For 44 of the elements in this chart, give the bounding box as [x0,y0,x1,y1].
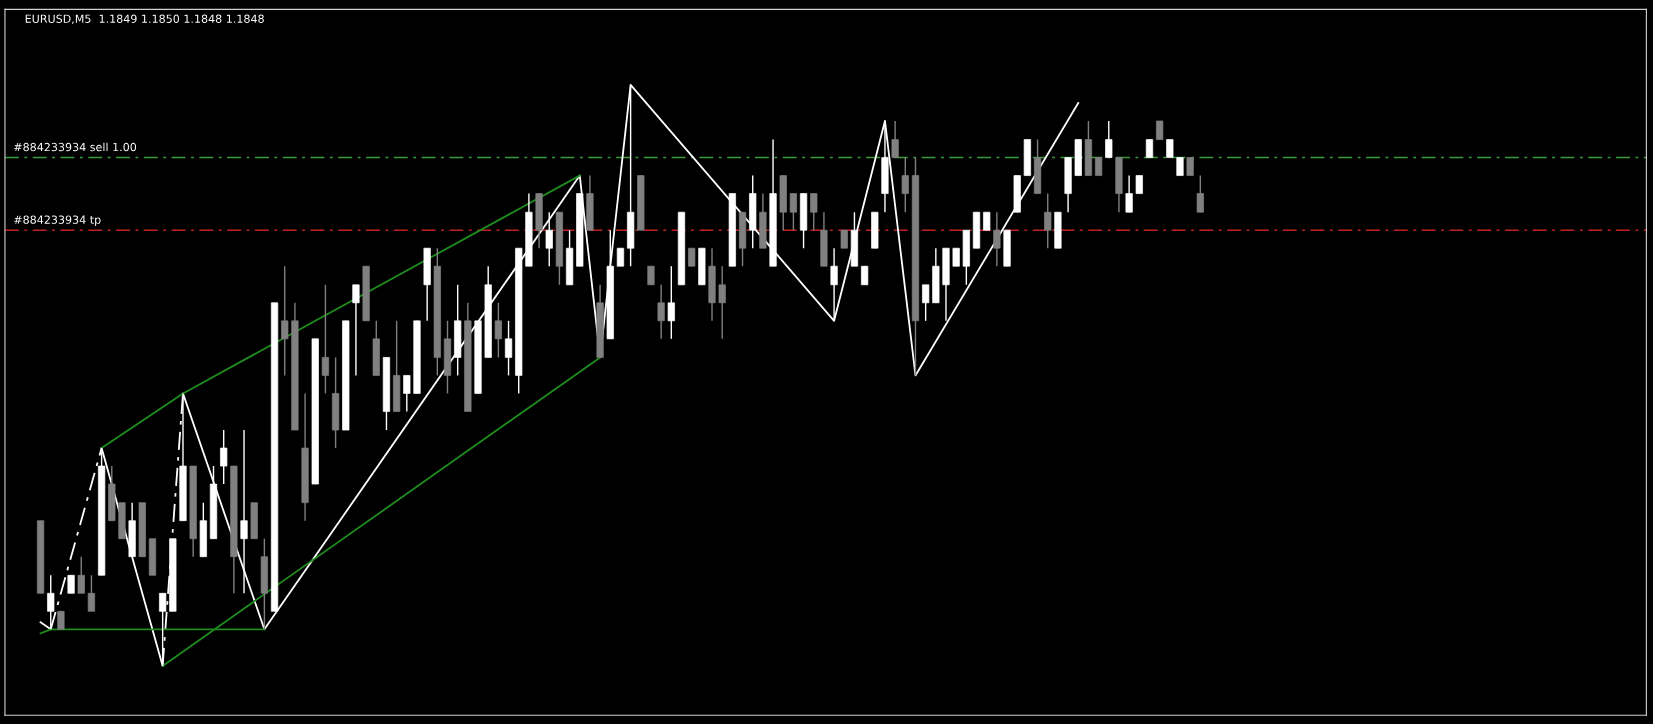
candlestick [718,265,726,340]
candlestick [688,247,696,267]
candlestick [901,156,909,213]
candlestick [657,284,665,340]
candlestick [1196,174,1204,213]
candlestick [545,211,553,267]
candlestick [504,320,513,377]
candlestick [1105,120,1113,159]
candlestick [1095,156,1103,177]
candlestick [789,192,797,231]
candlestick [983,211,991,231]
candlestick [667,265,675,340]
ref-line-label: #884233934 sell 1.00 [14,142,137,152]
candlestick [810,192,818,231]
candlestick [403,374,411,413]
candlestick [952,247,960,267]
candlestick [240,429,248,594]
candlestick [1166,138,1174,159]
candlestick [1125,174,1133,213]
ref-line-label: #884233934 tp [14,215,101,227]
candlestick [321,284,330,395]
candlestick [220,429,228,485]
candlestick [1145,138,1154,159]
candlestick [494,302,502,359]
candlestick [281,265,289,377]
candlestick [77,556,85,594]
candlestick [1156,120,1164,141]
candlestick [1135,174,1143,195]
candlestick [57,610,65,631]
candlestick [67,574,75,594]
candlestick [647,265,655,286]
candlestick [1044,192,1052,249]
candlestick [616,247,625,267]
candlestick [87,574,96,613]
candlestick [922,284,930,322]
candlestick [352,284,360,377]
candlestick [830,247,838,322]
candlestick [1186,156,1194,177]
chart-title: EURUSD,M5 1.1849 1.1850 1.1848 1.1848 [25,14,264,25]
candlestick [993,211,1001,267]
candlestick [1176,156,1184,177]
candlestick [861,265,869,286]
candlestick [891,120,899,159]
candlestick [840,229,848,249]
